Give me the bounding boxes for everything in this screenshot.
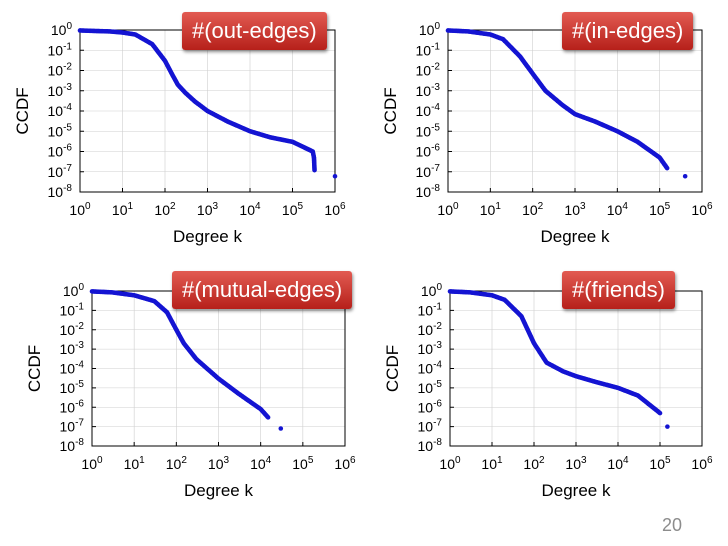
data-point xyxy=(265,415,271,420)
x-tick-label: 106 xyxy=(691,455,713,472)
x-tick-label: 105 xyxy=(649,455,671,472)
data-point xyxy=(682,173,688,179)
title-badge-friends: #(friends) xyxy=(562,271,675,309)
x-axis-label: Degree k xyxy=(542,481,611,500)
x-tick-label: 102 xyxy=(523,455,545,472)
data-series xyxy=(445,28,688,179)
y-tick-label: 10-5 xyxy=(418,379,443,396)
x-tick-label: 102 xyxy=(154,201,176,218)
x-tick-label: 104 xyxy=(239,201,261,218)
y-tick-label: 10-1 xyxy=(416,41,441,58)
data-point xyxy=(664,165,670,171)
x-tick-label: 104 xyxy=(607,455,629,472)
x-tick-label: 105 xyxy=(292,455,314,472)
x-tick-label: 101 xyxy=(481,455,503,472)
title-badge-out-edges: #(out-edges) xyxy=(182,12,327,50)
y-tick-label: 10-4 xyxy=(416,102,441,119)
slide-number: 20 xyxy=(661,515,682,535)
x-tick-label: 101 xyxy=(124,455,146,472)
x-tick-label: 103 xyxy=(208,455,230,472)
x-tick-label: 106 xyxy=(691,201,713,218)
y-tick-label: 10-2 xyxy=(416,62,441,79)
title-badge-mutual-edges: #(mutual-edges) xyxy=(172,271,353,309)
y-tick-label: 10-5 xyxy=(60,379,85,396)
x-tick-label: 103 xyxy=(564,201,586,218)
x-tick-label: 101 xyxy=(112,201,134,218)
y-tick-label: 10-7 xyxy=(418,418,443,435)
x-tick-label: 105 xyxy=(282,201,304,218)
y-axis-label: CCDF xyxy=(25,345,44,392)
x-tick-label: 105 xyxy=(649,201,671,218)
x-tick-label: 104 xyxy=(607,201,629,218)
y-tick-label: 10-8 xyxy=(418,437,443,454)
y-axis-label: CCDF xyxy=(13,87,32,134)
y-tick-label: 10-5 xyxy=(48,122,73,139)
x-tick-label: 100 xyxy=(439,455,461,472)
x-tick-label: 100 xyxy=(81,455,103,472)
y-tick-label: 100 xyxy=(419,21,441,38)
y-tick-label: 100 xyxy=(51,21,73,38)
y-tick-label: 10-5 xyxy=(416,122,441,139)
x-tick-label: 103 xyxy=(565,455,587,472)
data-series xyxy=(447,289,670,429)
data-point xyxy=(665,424,670,429)
y-tick-label: 100 xyxy=(421,282,443,299)
title-badge-in-edges: #(in-edges) xyxy=(562,12,694,50)
y-tick-label: 10-3 xyxy=(60,340,85,357)
x-axis-label: Degree k xyxy=(173,227,242,246)
y-tick-label: 10-1 xyxy=(60,301,85,318)
chart-panel-3: 100 101 102 103 104 105 106 100 10-1 10-2 10-3 10-4… xyxy=(383,282,713,500)
y-tick-label: 10-6 xyxy=(48,143,73,160)
data-point xyxy=(332,173,338,179)
y-tick-label: 10-2 xyxy=(60,321,85,338)
y-tick-label: 10-7 xyxy=(60,418,85,435)
y-tick-label: 10-1 xyxy=(48,41,73,58)
y-tick-label: 100 xyxy=(63,282,85,299)
y-tick-label: 10-8 xyxy=(60,437,85,454)
x-axis-label: Degree k xyxy=(541,227,610,246)
y-tick-label: 10-3 xyxy=(48,82,73,99)
y-tick-label: 10-6 xyxy=(416,143,441,160)
data-point xyxy=(312,167,317,173)
y-axis-label: CCDF xyxy=(383,345,402,392)
x-tick-label: 103 xyxy=(197,201,219,218)
x-tick-label: 106 xyxy=(324,201,346,218)
x-tick-label: 100 xyxy=(437,201,459,218)
x-tick-label: 102 xyxy=(166,455,188,472)
data-point xyxy=(657,410,663,416)
x-tick-label: 106 xyxy=(334,455,356,472)
data-series xyxy=(89,289,284,431)
y-axis-label: CCDF xyxy=(381,87,400,134)
y-tick-label: 10-8 xyxy=(48,183,73,200)
y-tick-label: 10-4 xyxy=(60,360,85,377)
x-tick-label: 101 xyxy=(480,201,502,218)
chart-panel-0: 100 101 102 103 104 105 106 100 10-1 10-2 10-3 10-4… xyxy=(13,21,346,246)
y-tick-label: 10-2 xyxy=(48,62,73,79)
x-tick-label: 102 xyxy=(522,201,544,218)
x-tick-label: 104 xyxy=(250,455,272,472)
data-point xyxy=(278,426,284,431)
y-tick-label: 10-7 xyxy=(416,163,441,180)
y-tick-label: 10-2 xyxy=(418,321,443,338)
x-tick-label: 100 xyxy=(69,201,91,218)
y-tick-label: 10-4 xyxy=(48,102,73,119)
y-tick-label: 10-8 xyxy=(416,183,441,200)
y-tick-label: 10-4 xyxy=(418,360,443,377)
y-tick-label: 10-1 xyxy=(418,301,443,318)
chart-panel-2: 100 101 102 103 104 105 106 100 10-1 10-2 10-3 10-4… xyxy=(25,282,356,500)
y-tick-label: 10-3 xyxy=(416,82,441,99)
chart-panel-1: 100 101 102 103 104 105 106 100 10-1 10-2 10-3 10-4… xyxy=(381,21,713,246)
y-tick-label: 10-6 xyxy=(60,398,85,415)
y-tick-label: 10-3 xyxy=(418,340,443,357)
y-tick-label: 10-6 xyxy=(418,398,443,415)
x-axis-label: Degree k xyxy=(184,481,253,500)
y-tick-label: 10-7 xyxy=(48,163,73,180)
data-series xyxy=(77,28,338,179)
